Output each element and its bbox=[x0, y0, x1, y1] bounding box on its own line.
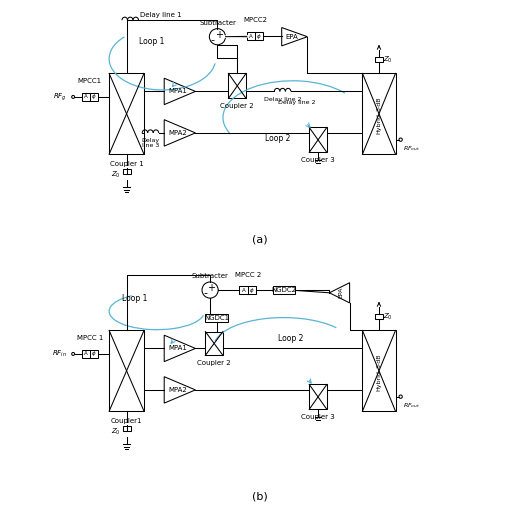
Text: NGDC1: NGDC1 bbox=[204, 315, 229, 321]
Text: $\phi$: $\phi$ bbox=[249, 286, 255, 295]
Text: MPCC 2: MPCC 2 bbox=[235, 272, 261, 278]
Bar bbox=[375, 314, 383, 319]
Text: 3-dB: 3-dB bbox=[377, 354, 381, 369]
Text: $RF_{in}$: $RF_{in}$ bbox=[52, 349, 67, 359]
Text: $Z_0$: $Z_0$ bbox=[383, 311, 393, 322]
Text: MPA1: MPA1 bbox=[168, 345, 187, 352]
Bar bbox=[206, 332, 223, 355]
Text: Coupler 3: Coupler 3 bbox=[301, 157, 335, 163]
Text: $RF_{out}$: $RF_{out}$ bbox=[403, 401, 420, 410]
Text: $\phi$: $\phi$ bbox=[92, 350, 97, 358]
Text: MPCC1: MPCC1 bbox=[78, 78, 102, 84]
Bar bbox=[272, 286, 295, 295]
Text: $\phi$: $\phi$ bbox=[92, 93, 97, 101]
Text: Coupler 3: Coupler 3 bbox=[301, 414, 335, 420]
Bar bbox=[362, 74, 395, 154]
Text: Delay line 2: Delay line 2 bbox=[264, 97, 301, 102]
Bar bbox=[362, 331, 395, 411]
Text: Delay line 2: Delay line 2 bbox=[278, 100, 315, 105]
Bar bbox=[122, 169, 131, 174]
Text: (a): (a) bbox=[252, 234, 267, 244]
Bar bbox=[82, 350, 98, 358]
Text: Delay
line 3: Delay line 3 bbox=[141, 138, 160, 149]
Text: (b): (b) bbox=[252, 491, 268, 501]
Bar bbox=[206, 314, 228, 322]
Bar bbox=[122, 426, 131, 431]
Text: -: - bbox=[203, 288, 207, 298]
Text: 3-dB: 3-dB bbox=[377, 97, 381, 112]
Text: A: A bbox=[242, 288, 245, 293]
Text: MPA1: MPA1 bbox=[168, 88, 187, 95]
Text: Subtracter: Subtracter bbox=[199, 20, 236, 26]
Text: -: - bbox=[210, 35, 214, 45]
Bar bbox=[309, 384, 327, 409]
Text: Delay line 1: Delay line 1 bbox=[140, 12, 182, 19]
Text: $Z_0$: $Z_0$ bbox=[111, 170, 120, 180]
Text: Loop 2: Loop 2 bbox=[278, 334, 303, 343]
Text: Coupler1: Coupler1 bbox=[111, 418, 142, 424]
Text: $Z_0$: $Z_0$ bbox=[111, 427, 120, 437]
Text: EPA: EPA bbox=[338, 287, 343, 299]
Text: +: + bbox=[214, 29, 223, 40]
Text: +: + bbox=[207, 283, 215, 293]
Bar bbox=[247, 32, 264, 41]
Bar bbox=[309, 127, 327, 152]
Bar bbox=[109, 74, 144, 154]
Text: A: A bbox=[84, 95, 88, 99]
Text: $\phi$: $\phi$ bbox=[256, 32, 262, 41]
Text: Loop 2: Loop 2 bbox=[265, 134, 291, 143]
Text: MPCC2: MPCC2 bbox=[243, 17, 267, 23]
Bar bbox=[229, 74, 246, 98]
Text: Subtracter: Subtracter bbox=[191, 273, 229, 280]
Bar bbox=[109, 331, 144, 411]
Text: Coupler 2: Coupler 2 bbox=[221, 103, 254, 109]
Text: $RF_{g}$: $RF_{g}$ bbox=[53, 91, 67, 103]
Text: Loop 1: Loop 1 bbox=[122, 294, 147, 303]
Text: A: A bbox=[249, 34, 253, 39]
Text: MPCC 1: MPCC 1 bbox=[77, 335, 103, 341]
Text: NGDC2: NGDC2 bbox=[271, 287, 297, 293]
Text: A: A bbox=[84, 352, 88, 356]
Text: Hybrid: Hybrid bbox=[377, 370, 381, 391]
Bar bbox=[240, 286, 256, 295]
Text: Hybrid: Hybrid bbox=[377, 113, 381, 134]
Text: Loop 1: Loop 1 bbox=[139, 37, 164, 46]
Text: MPA2: MPA2 bbox=[168, 387, 187, 393]
Text: Coupler 1: Coupler 1 bbox=[110, 161, 143, 167]
Text: $RF_{out}$: $RF_{out}$ bbox=[403, 144, 420, 153]
Text: Coupler 2: Coupler 2 bbox=[197, 360, 231, 366]
Text: MPA2: MPA2 bbox=[168, 130, 187, 136]
Bar bbox=[82, 93, 98, 101]
Text: EPA: EPA bbox=[286, 34, 298, 40]
Bar bbox=[375, 57, 383, 62]
Text: $Z_0$: $Z_0$ bbox=[383, 54, 393, 65]
